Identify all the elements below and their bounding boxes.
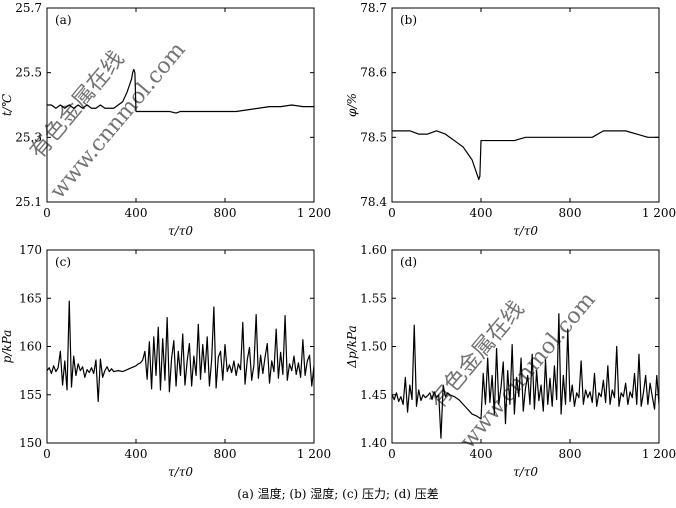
plot-frame-b [391, 7, 660, 203]
chart-panel-d: 0 400 800 1 200 1.40 1.45 1.50 1.55 1.60 (d) Δp/kP… [345, 243, 676, 479]
chart-panel-c: 0 400 800 1 200 150 155 160 165 170 (c) p/kPa τ/τ0 [0, 243, 331, 479]
panel-label-d: (d) [400, 255, 417, 269]
x-tick-label-c-1: 400 [125, 447, 148, 461]
y-tick-label-c-0: 150 [19, 436, 42, 450]
x-tick-label-b-1: 400 [470, 206, 493, 220]
x-tick-label-b-2: 800 [559, 206, 582, 220]
y-axis-label-a: t/℃ [0, 93, 14, 116]
y-tick-label-d-0: 1.40 [360, 436, 387, 450]
y-tick-label-b-1: 78.5 [360, 130, 387, 144]
y-axis-label-d: Δp/kPa [345, 325, 359, 368]
panel-label-c: (c) [55, 255, 71, 269]
series-line-d-0 [392, 313, 659, 439]
watermark-layer: 有色金属在线 www.cnnmol.com 有色金属在线 www.cnnmol.… [25, 37, 600, 453]
chart-panel-a: 0 400 800 1 200 25.1 25.3 25.5 25.7 (a) t/℃ τ/τ0 [0, 1, 331, 238]
y-tick-label-a-1: 25.3 [15, 130, 42, 144]
x-tick-label-a-1: 400 [125, 206, 148, 220]
x-tick-label-d-2: 800 [559, 447, 582, 461]
y-tick-label-a-3: 25.7 [15, 1, 42, 15]
x-tick-label-d-3: 1 200 [642, 447, 676, 461]
x-tick-label-d-0: 0 [388, 447, 396, 461]
y-tick-label-d-3: 1.55 [360, 291, 387, 305]
plot-frame-d [391, 249, 660, 444]
plot-frame-c [46, 249, 315, 444]
y-tick-label-a-2: 25.5 [15, 66, 42, 80]
x-axis-label-a: τ/τ0 [168, 224, 193, 238]
y-tick-label-b-0: 78.4 [360, 195, 387, 209]
chart-panel-b: 0 400 800 1 200 78.4 78.5 78.6 78.7 (b) φ/% τ/τ0 [345, 1, 676, 238]
y-tick-label-d-2: 1.50 [360, 340, 387, 354]
panel-label-b: (b) [400, 13, 417, 27]
x-axis-label-b: τ/τ0 [513, 224, 538, 238]
y-tick-label-d-1: 1.45 [360, 388, 387, 402]
y-tick-label-b-2: 78.6 [360, 66, 387, 80]
x-tick-label-a-3: 1 200 [297, 206, 331, 220]
series-line-a-0 [47, 68, 314, 114]
x-axis-label-d: τ/τ0 [513, 465, 538, 479]
panel-label-a: (a) [55, 13, 72, 27]
x-tick-label-b-3: 1 200 [642, 206, 676, 220]
x-axis-label-c: τ/τ0 [168, 465, 193, 479]
y-tick-label-c-2: 160 [19, 340, 42, 354]
series-line-c-0 [47, 300, 314, 403]
series-line-b-0 [392, 130, 659, 180]
x-tick-label-a-0: 0 [43, 206, 51, 220]
x-tick-label-c-0: 0 [43, 447, 51, 461]
x-tick-label-d-1: 400 [470, 447, 493, 461]
figure-caption: (a) 温度; (b) 湿度; (c) 压力; (d) 压差 [237, 486, 439, 501]
x-tick-label-b-0: 0 [388, 206, 396, 220]
x-tick-label-a-2: 800 [214, 206, 237, 220]
x-tick-label-c-3: 1 200 [297, 447, 331, 461]
y-tick-label-c-4: 170 [19, 243, 42, 257]
y-tick-label-d-4: 1.60 [360, 243, 387, 257]
y-tick-label-c-1: 155 [19, 388, 42, 402]
y-tick-label-b-3: 78.7 [360, 1, 387, 15]
y-axis-label-b: φ/% [345, 93, 359, 117]
y-axis-label-c: p/kPa [0, 330, 14, 364]
y-tick-label-a-0: 25.1 [15, 195, 42, 209]
x-tick-label-c-2: 800 [214, 447, 237, 461]
y-tick-label-c-3: 165 [19, 291, 42, 305]
